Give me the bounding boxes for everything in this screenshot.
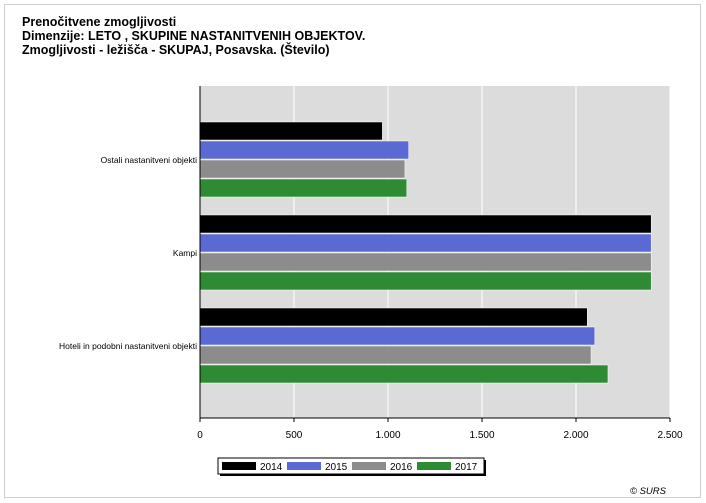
x-tick-label: 1.500 (469, 430, 494, 441)
bar-2014-2 (199, 307, 588, 327)
bar-2016-2 (199, 345, 592, 365)
bar-2017-1 (199, 271, 652, 291)
bar-2014-1 (199, 214, 652, 234)
category-label: Ostali nastanitveni objekti (101, 155, 197, 165)
legend-label-2017: 2017 (455, 462, 478, 473)
x-tick-label: 500 (286, 430, 303, 441)
bar-2015-0 (199, 140, 409, 160)
legend-label-2015: 2015 (325, 462, 348, 473)
x-tick-label: 2.000 (563, 430, 588, 441)
title-line-1: Prenočitvene zmogljivosti (22, 15, 177, 29)
bar-2015-2 (199, 326, 596, 346)
x-tick-label: 0 (197, 430, 203, 441)
chart-title: Prenočitvene zmogljivosti Dimenzije: LET… (22, 15, 365, 57)
title-line-2: Dimenzije: LETO , SKUPINE NASTANITVENIH … (22, 29, 366, 43)
bar-2015-1 (199, 233, 652, 253)
title-line-3: Zmogljivosti - ležišča - SKUPAJ, Posavsk… (22, 43, 330, 57)
category-label: Hoteli in podobni nastanitveni objekti (59, 341, 197, 351)
bar-2016-1 (199, 252, 652, 272)
legend-swatch-2016 (352, 462, 386, 470)
bar-2017-2 (199, 364, 609, 384)
category-label: Kampi (173, 248, 197, 258)
legend-label-2016: 2016 (390, 462, 413, 473)
legend-swatch-2015 (287, 462, 321, 470)
bar-2014-0 (199, 121, 383, 141)
copyright-text: © SURS (629, 486, 666, 497)
bar-2017-0 (199, 178, 408, 198)
legend-swatch-2014 (222, 462, 256, 470)
legend-swatch-2017 (417, 462, 451, 470)
x-tick-label: 1.000 (375, 430, 400, 441)
bar-2016-0 (199, 159, 406, 179)
x-tick-label: 2.500 (657, 430, 682, 441)
legend-label-2014: 2014 (260, 462, 283, 473)
